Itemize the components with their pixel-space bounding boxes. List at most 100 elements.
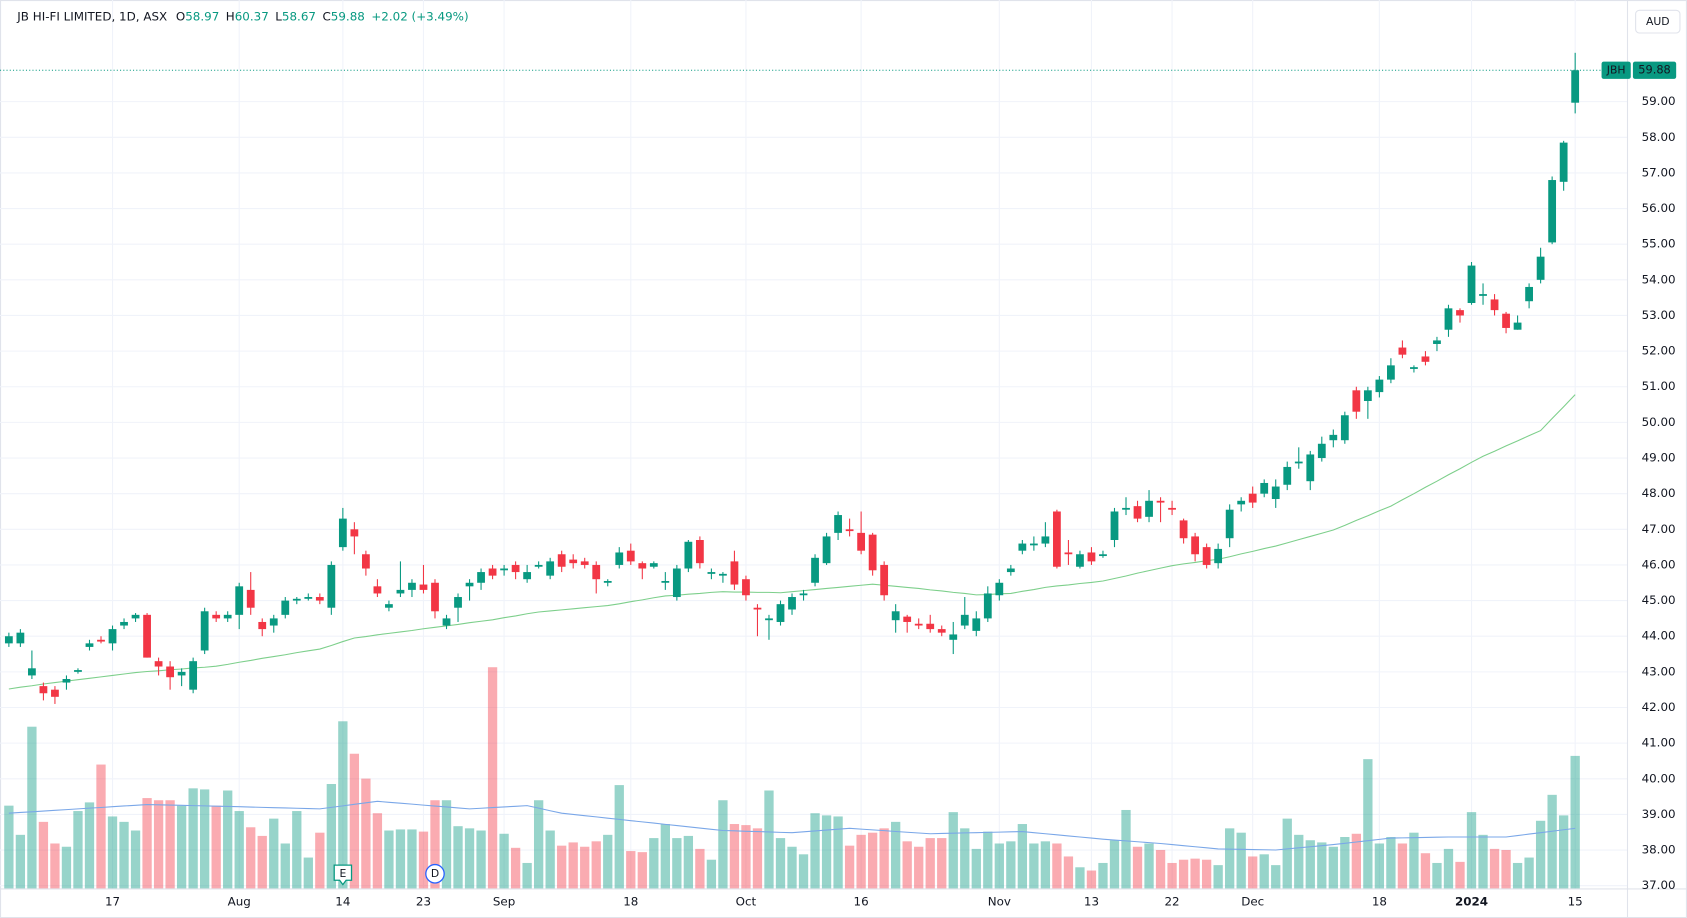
volume-bar (1409, 832, 1419, 889)
volume-bar (1121, 809, 1131, 889)
volume-bar (937, 838, 947, 889)
volume-bar (280, 843, 290, 889)
candle-body (1133, 506, 1142, 519)
volume-bar (683, 835, 694, 889)
candle-body (1410, 367, 1418, 369)
candle-body (4, 636, 13, 644)
candle-body (891, 611, 900, 621)
volume-bar (1524, 857, 1534, 889)
volume-bar (1075, 867, 1085, 889)
volume-bar (821, 815, 832, 889)
candle-body (546, 561, 555, 576)
candle-body (1456, 310, 1464, 316)
candle-body (1191, 536, 1200, 555)
candle-body (511, 564, 520, 573)
y-tick-label: 58.00 (1642, 130, 1676, 144)
volume-bar (96, 764, 106, 889)
candle-body (292, 598, 301, 601)
volume-bar (1248, 856, 1258, 889)
y-tick-label: 52.00 (1642, 344, 1676, 358)
candle-body (1490, 299, 1499, 311)
candle-body (1099, 554, 1107, 557)
currency-button[interactable]: AUD (1635, 9, 1681, 34)
candle-body (1053, 511, 1061, 567)
volume-bar (914, 846, 924, 889)
candle-body (880, 564, 889, 596)
candle-body (811, 557, 819, 583)
volume-bar (395, 829, 406, 889)
volume-bar (1570, 755, 1580, 889)
candle-body (799, 593, 808, 596)
candle-body (1502, 313, 1510, 328)
volume-bar (119, 821, 129, 889)
volume-bar (960, 828, 970, 889)
volume-bar (568, 842, 578, 889)
volume-bar (1501, 849, 1511, 889)
candle-body (557, 554, 566, 567)
volume-bar (453, 826, 463, 889)
candle-body (281, 600, 290, 615)
volume-bar (983, 831, 993, 889)
candle-body (74, 670, 82, 672)
candle-body (62, 678, 71, 683)
volume-bar (107, 816, 118, 889)
candle-body (1559, 142, 1568, 182)
candle-body (1283, 466, 1292, 485)
candle-body (1352, 390, 1361, 412)
volume-bar (1535, 820, 1546, 889)
candle-body (431, 582, 439, 612)
volume-bar (580, 846, 590, 889)
volume-bar (430, 800, 440, 889)
volume-bar (1098, 862, 1108, 889)
candle-body (1110, 511, 1119, 540)
candle-body (960, 614, 969, 626)
candle-body (995, 582, 1004, 596)
candle-body (131, 614, 140, 619)
volume-bar (130, 830, 141, 889)
candle-body (269, 618, 278, 626)
candle-body (361, 554, 370, 569)
candle-body (1387, 365, 1395, 380)
candle-body (672, 568, 681, 598)
ohlc-label: C (322, 9, 331, 24)
candle-body (1398, 347, 1407, 355)
volume-bar (672, 838, 682, 889)
candle-body (1156, 500, 1165, 503)
candle-body (949, 634, 958, 640)
candle-body (1421, 356, 1430, 362)
y-tick-label: 43.00 (1642, 664, 1676, 678)
candle-body (753, 607, 762, 610)
volume-bar (1178, 859, 1189, 889)
candle-body (1525, 286, 1533, 302)
x-tick-label: Nov (988, 894, 1011, 908)
y-tick-label: 40.00 (1642, 771, 1676, 785)
y-tick-label: 47.00 (1642, 522, 1676, 536)
candle-body (1329, 434, 1338, 441)
ohlc-label: H (225, 9, 235, 24)
ohlc-label: O (175, 9, 186, 24)
volume-bar (833, 816, 843, 889)
candle-body (534, 564, 543, 567)
y-tick-label: 44.00 (1642, 629, 1676, 643)
candle-body (200, 611, 209, 651)
volume-bar (718, 800, 728, 889)
volume-bar (499, 833, 509, 889)
candle-body (327, 564, 336, 608)
candle-body (304, 597, 313, 599)
volume-bar (1547, 794, 1557, 889)
volume-bar (844, 845, 855, 889)
y-tick-label: 59.00 (1642, 94, 1676, 108)
volume-bar (234, 811, 244, 889)
candle-body (16, 632, 25, 644)
volume-bar (798, 854, 809, 889)
candle-body (246, 589, 255, 608)
candle-body (1317, 443, 1326, 459)
candle-body (212, 614, 221, 619)
candle-body (385, 604, 393, 608)
ohlc-value: 58.67 (281, 9, 316, 24)
candle-body (120, 621, 128, 626)
y-tick-label: 48.00 (1642, 486, 1676, 500)
volume-bar (557, 845, 567, 889)
volume-bar (1489, 848, 1500, 889)
